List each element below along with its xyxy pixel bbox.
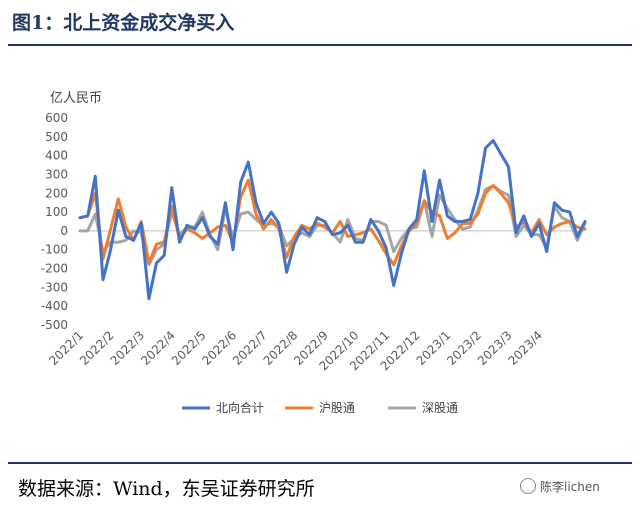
legend: 北向合计 沪股通 深股通 xyxy=(182,400,458,415)
y-tick-label: -100 xyxy=(41,243,68,257)
title-rule xyxy=(8,44,632,46)
legend-label: 深股通 xyxy=(422,401,458,415)
y-axis-ticks: -500 -400 -300 -200 -100 0 100 200 300 400 500 600 xyxy=(41,111,68,332)
y-tick-label: -400 xyxy=(41,299,68,313)
y-tick-label: -200 xyxy=(41,262,68,276)
source-note: 数据来源：Wind，东吴证券研究所 xyxy=(18,478,315,500)
y-tick-label: 300 xyxy=(45,167,68,181)
y-axis-label: 亿人民币 xyxy=(50,91,102,106)
line-chart: 亿人民币 -500 -400 -300 -200 -100 0 100 200 300 400 50… xyxy=(41,91,587,415)
watermark-text: 陈李lichen xyxy=(540,480,600,494)
y-tick-label: -500 xyxy=(41,318,68,332)
y-tick-label: -300 xyxy=(41,280,68,294)
wechat-icon xyxy=(520,478,536,494)
y-tick-label: 600 xyxy=(45,111,68,125)
footer-rule xyxy=(8,462,632,464)
series-line xyxy=(78,184,587,267)
y-tick-label: 500 xyxy=(45,130,68,144)
x-tick-label: 2023/4 xyxy=(505,328,545,368)
y-tick-label: 0 xyxy=(60,224,68,238)
y-tick-label: 200 xyxy=(45,186,68,200)
x-axis-ticks: 2022/12022/22022/32022/42022/52022/62022… xyxy=(46,328,545,373)
series-line xyxy=(78,139,587,301)
watermark: 陈李lichen xyxy=(520,478,600,495)
legend-label: 北向合计 xyxy=(216,400,264,415)
legend-label: 沪股通 xyxy=(319,401,355,415)
y-tick-label: 100 xyxy=(45,205,68,219)
figure-title: 图1：北上资金成交净买入 xyxy=(12,12,235,34)
y-tick-label: 400 xyxy=(45,149,68,163)
series-layer xyxy=(78,139,587,301)
